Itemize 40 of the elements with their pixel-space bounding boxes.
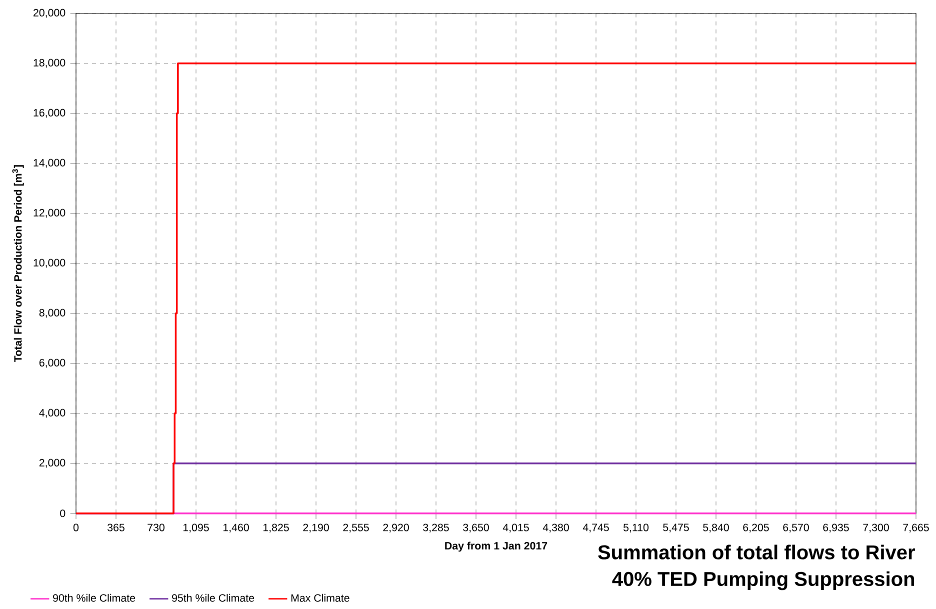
x-tick-label: 365 [108,524,124,532]
y-tick-label: 18,000 [34,58,66,68]
x-tick-label: 3,650 [463,524,489,533]
x-tick-label: 1,095 [183,524,209,533]
x-tick-label: 5,475 [663,524,689,532]
x-tick-label: 4,380 [542,524,569,533]
y-tick-label: 0 [60,510,66,518]
y-tick-label: 6,000 [39,358,66,368]
x-tick-label: 7,665 [903,524,929,533]
x-tick-label: 1,825 [263,524,289,533]
x-tick-label: 5,110 [623,524,649,533]
x-tick-label: 6,205 [743,524,769,533]
text: Summation of total flows to River [598,544,915,560]
x-tick-label: 6,935 [823,524,849,533]
y-tick-label: 14,000 [34,158,66,168]
y-tick-label: 16,000 [34,108,66,118]
x-tick-label: 5,840 [703,524,729,533]
x-tick-label: 4,015 [502,524,529,533]
y-axis-title: Total Flow over Production Period [m$^{3}$] [12,165,24,362]
text: 40% TED Pumping Suppression [612,571,914,590]
x-tick-label: 730 [148,524,164,532]
y-tick-label: 20,000 [34,8,66,18]
x-axis-title: Day from 1 Jan 2017 [445,542,548,552]
y-tick-label: 12,000 [34,208,66,218]
legend-label: 90th %ile Climate [53,594,136,602]
x-tick-label: 2,920 [383,524,409,533]
y-tick-label: 2,000 [39,458,66,468]
x-tick-label: 6,570 [783,524,809,533]
legend-label: Max Climate [291,594,350,602]
x-tick-label: 1,460 [223,524,249,533]
legend-label: 95th %ile Climate [172,594,254,602]
x-tick-label: 3,285 [423,524,449,533]
y-tick-label: 8,000 [39,308,66,318]
x-tick-label: 2,555 [343,524,369,533]
x-tick-label: 2,190 [303,524,329,533]
y-tick-label: 10,000 [34,258,66,268]
x-tick-label: 0 [73,524,79,532]
x-tick-label: 4,745 [582,524,609,532]
y-tick-label: 4,000 [39,408,66,418]
x-tick-label: 7,300 [863,524,889,533]
